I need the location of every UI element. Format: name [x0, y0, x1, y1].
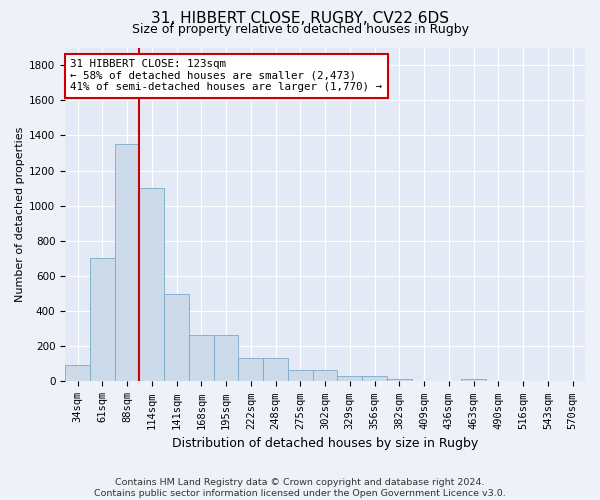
Y-axis label: Number of detached properties: Number of detached properties — [15, 127, 25, 302]
Bar — [189, 335, 214, 382]
Bar — [139, 188, 164, 382]
Bar — [387, 379, 412, 382]
Bar — [263, 358, 288, 382]
Bar — [238, 358, 263, 382]
Bar — [313, 370, 337, 382]
Bar — [362, 376, 387, 382]
X-axis label: Distribution of detached houses by size in Rugby: Distribution of detached houses by size … — [172, 437, 478, 450]
Bar — [164, 294, 189, 382]
Text: 31 HIBBERT CLOSE: 123sqm
← 58% of detached houses are smaller (2,473)
41% of sem: 31 HIBBERT CLOSE: 123sqm ← 58% of detach… — [70, 59, 382, 92]
Bar — [337, 376, 362, 382]
Bar — [214, 335, 238, 382]
Bar — [90, 258, 115, 382]
Bar — [461, 379, 486, 382]
Text: Size of property relative to detached houses in Rugby: Size of property relative to detached ho… — [131, 22, 469, 36]
Text: 31, HIBBERT CLOSE, RUGBY, CV22 6DS: 31, HIBBERT CLOSE, RUGBY, CV22 6DS — [151, 11, 449, 26]
Text: Contains HM Land Registry data © Crown copyright and database right 2024.
Contai: Contains HM Land Registry data © Crown c… — [94, 478, 506, 498]
Bar — [288, 370, 313, 382]
Bar — [115, 144, 139, 382]
Bar — [65, 364, 90, 382]
